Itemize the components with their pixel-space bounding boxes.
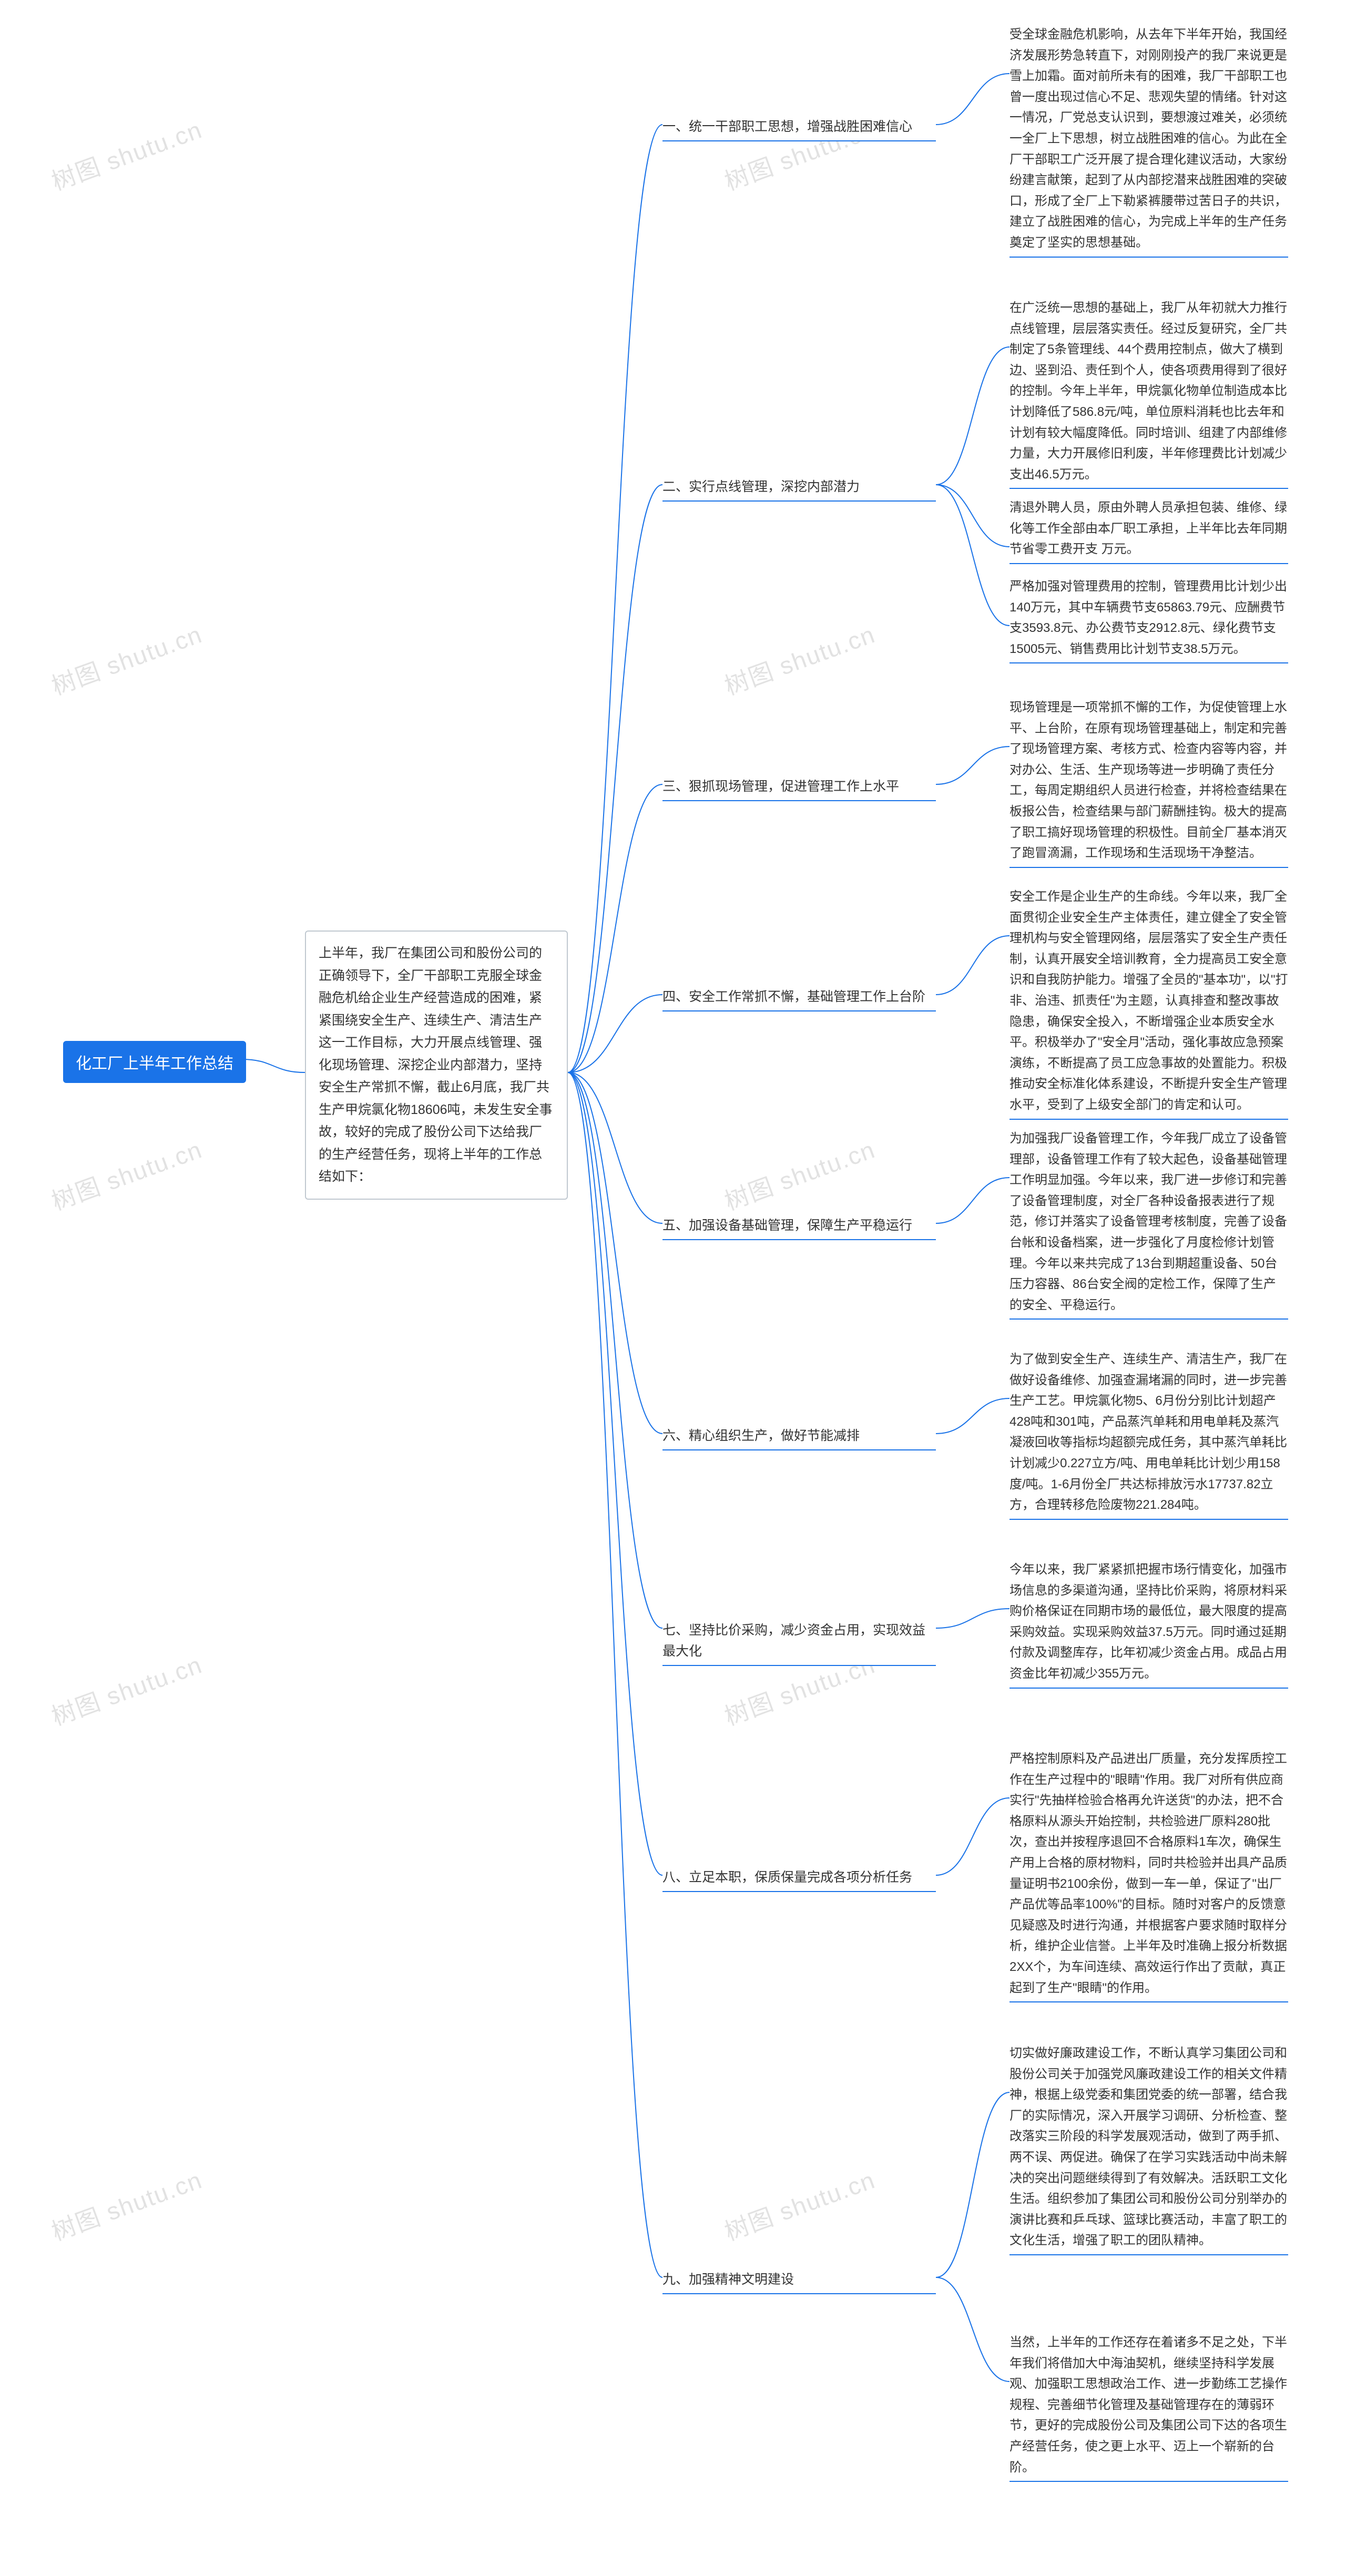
body-node[interactable]: 今年以来，我厂紧紧抓把握市场行情变化，加强市场信息的多渠道沟通，坚持比价采购，将… [1010, 1556, 1288, 1689]
intro-node[interactable]: 上半年，我厂在集团公司和股份公司的正确领导下，全厂干部职工克服全球金融危机给企业… [305, 931, 568, 1200]
watermark: 树图 shutu.cn [46, 2161, 207, 2248]
watermark: 树图 shutu.cn [46, 1131, 207, 1218]
section-node[interactable]: 二、实行点线管理，深挖内部潜力 [662, 473, 936, 502]
root-node[interactable]: 化工厂上半年工作总结 [63, 1041, 246, 1083]
body-node[interactable]: 当然，上半年的工作还存在着诸多不足之处，下半年我们将借加大中海油契机，继续坚持科… [1010, 2329, 1288, 2482]
section-node[interactable]: 八、立足本职，保质保量完成各项分析任务 [662, 1864, 936, 1892]
section-node[interactable]: 四、安全工作常抓不懈，基础管理工作上台阶 [662, 983, 936, 1011]
watermark: 树图 shutu.cn [719, 2161, 880, 2248]
body-node[interactable]: 现场管理是一项常抓不懈的工作，为促使管理上水平、上台阶，在原有现场管理基础上，制… [1010, 694, 1288, 868]
body-node[interactable]: 严格控制原料及产品进出厂质量，充分发挥质控工作在生产过程中的"眼睛"作用。我厂对… [1010, 1745, 1288, 2002]
body-node[interactable]: 为了做到安全生产、连续生产、清洁生产，我厂在做好设备维修、加强查漏堵漏的同时，进… [1010, 1346, 1288, 1520]
mindmap-canvas: 树图 shutu.cn 树图 shutu.cn 树图 shutu.cn 树图 shut… [0, 0, 1346, 2576]
body-node[interactable]: 受全球金融危机影响，从去年下半年开始，我国经济发展形势急转直下，对刚刚投产的我厂… [1010, 21, 1288, 258]
watermark: 树图 shutu.cn [46, 111, 207, 198]
section-node[interactable]: 七、坚持比价采购，减少资金占用，实现效益最大化 [662, 1617, 936, 1666]
section-node[interactable]: 六、精心组织生产，做好节能减排 [662, 1422, 936, 1450]
body-node[interactable]: 为加强我厂设备管理工作，今年我厂成立了设备管理部，设备管理工作有了较大起色，设备… [1010, 1125, 1288, 1320]
body-node[interactable]: 安全工作是企业生产的生命线。今年以来，我厂全面贯彻企业安全生产主体责任，建立健全… [1010, 883, 1288, 1120]
section-node[interactable]: 九、加强精神文明建设 [662, 2266, 936, 2294]
body-node[interactable]: 清退外聘人员，原由外聘人员承担包装、维修、绿化等工作全部由本厂职工承担，上半年比… [1010, 494, 1288, 564]
watermark: 树图 shutu.cn [46, 1646, 207, 1733]
watermark: 树图 shutu.cn [719, 616, 880, 702]
section-node[interactable]: 五、加强设备基础管理，保障生产平稳运行 [662, 1212, 936, 1240]
watermark: 树图 shutu.cn [719, 1131, 880, 1218]
watermark: 树图 shutu.cn [46, 616, 207, 702]
body-node[interactable]: 严格加强对管理费用的控制，管理费用比计划少出140万元，其中车辆费节支65863… [1010, 573, 1288, 663]
section-node[interactable]: 一、统一干部职工思想，增强战胜困难信心 [662, 113, 936, 141]
body-node[interactable]: 在广泛统一思想的基础上，我厂从年初就大力推行点线管理，层层落实责任。经过反复研究… [1010, 294, 1288, 489]
body-node[interactable]: 切实做好廉政建设工作，不断认真学习集团公司和股份公司关于加强党风廉政建设工作的相… [1010, 2040, 1288, 2255]
section-node[interactable]: 三、狠抓现场管理，促进管理工作上水平 [662, 773, 936, 801]
